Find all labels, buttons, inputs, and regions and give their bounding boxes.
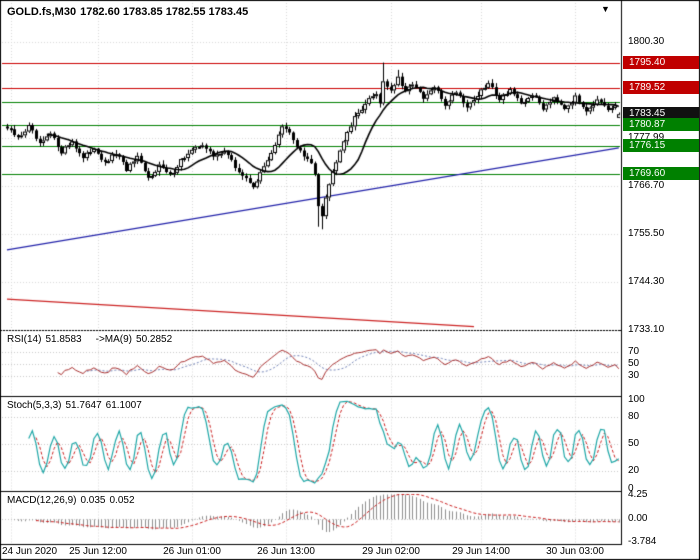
price-scale[interactable]: 1800.30 1777.99 1766.70 1755.50 1744.30 1733.…: [622, 0, 700, 547]
macd-indicator-label: MACD(12,26,9) 0.035 0.052: [7, 495, 139, 506]
time-tick-label: 26 Jun 01:00: [163, 546, 221, 557]
time-tick-label: 29 Jun 14:00: [452, 546, 510, 557]
rsi-tick-label: 50: [628, 358, 640, 369]
macd-tick-label: 0.00: [628, 513, 648, 524]
time-tick-label: 30 Jun 03:00: [546, 546, 604, 557]
symbol-timeframe: GOLD.fs,M30: [7, 6, 77, 18]
stoch-tick-label: 20: [628, 465, 640, 476]
price-tick-label: 1744.30: [628, 276, 665, 287]
time-tick-label: 26 Jun 13:00: [257, 546, 315, 557]
time-tick-label: 25 Jun 12:00: [69, 546, 127, 557]
chart-shift-icon: ▼: [601, 4, 610, 14]
price-tick-label: 1777.99: [628, 132, 665, 143]
stoch-d-value: 61.1007: [105, 400, 142, 411]
price-level-badge: 1795.40: [623, 56, 699, 69]
rsi-name: RSI(14): [7, 334, 42, 345]
price-level-badge: 1783.45: [623, 107, 699, 120]
ohlc-values: 1782.60 1783.85 1782.55 1783.45: [80, 6, 249, 18]
stoch-tick-label: 0: [628, 483, 634, 494]
stoch-indicator-label: Stoch(5,3,3) 51.7647 61.1007: [7, 400, 146, 411]
rsi-indicator-label: RSI(14) 51.8583 ->MA(9) 50.2852: [7, 334, 176, 345]
price-level-badge: 1769.60: [623, 167, 699, 180]
price-tick-label: 1766.70: [628, 180, 665, 191]
rsi-ma-name: ->MA(9): [95, 334, 133, 345]
stoch-k-value: 51.7647: [65, 400, 102, 411]
rsi-ma-value: 50.2852: [136, 334, 173, 345]
price-level-badge: 1789.52: [623, 81, 699, 94]
macd-value: 0.035: [80, 495, 106, 506]
stoch-tick-label: 50: [628, 438, 640, 449]
macd-tick-label: 4.25: [628, 489, 648, 500]
price-tick-label: 1733.10: [628, 324, 665, 335]
time-tick-label: 24 Jun 2020: [2, 546, 58, 557]
time-axis[interactable]: 24 Jun 2020 25 Jun 12:00 26 Jun 01:00 26 Ju…: [0, 546, 700, 560]
price-level-badge: 1780.87: [623, 118, 699, 131]
price-level-badge: 1776.15: [623, 139, 699, 152]
time-tick-label: 29 Jun 02:00: [362, 546, 420, 557]
rsi-tick-label: 30: [628, 370, 640, 381]
price-tick-label: 1800.30: [628, 36, 665, 47]
chart-title: GOLD.fs,M30 1782.60 1783.85 1782.55 1783.…: [7, 6, 252, 18]
macd-signal-value: 0.052: [109, 495, 135, 506]
stoch-name: Stoch(5,3,3): [7, 400, 62, 411]
price-tick-label: 1755.50: [628, 228, 665, 239]
rsi-value: 51.8583: [45, 334, 82, 345]
stoch-tick-label: 100: [628, 394, 645, 405]
macd-tick-label: -3.784: [628, 536, 657, 547]
stoch-tick-label: 80: [628, 411, 640, 422]
rsi-tick-label: 70: [628, 346, 640, 357]
macd-name: MACD(12,26,9): [7, 495, 77, 506]
